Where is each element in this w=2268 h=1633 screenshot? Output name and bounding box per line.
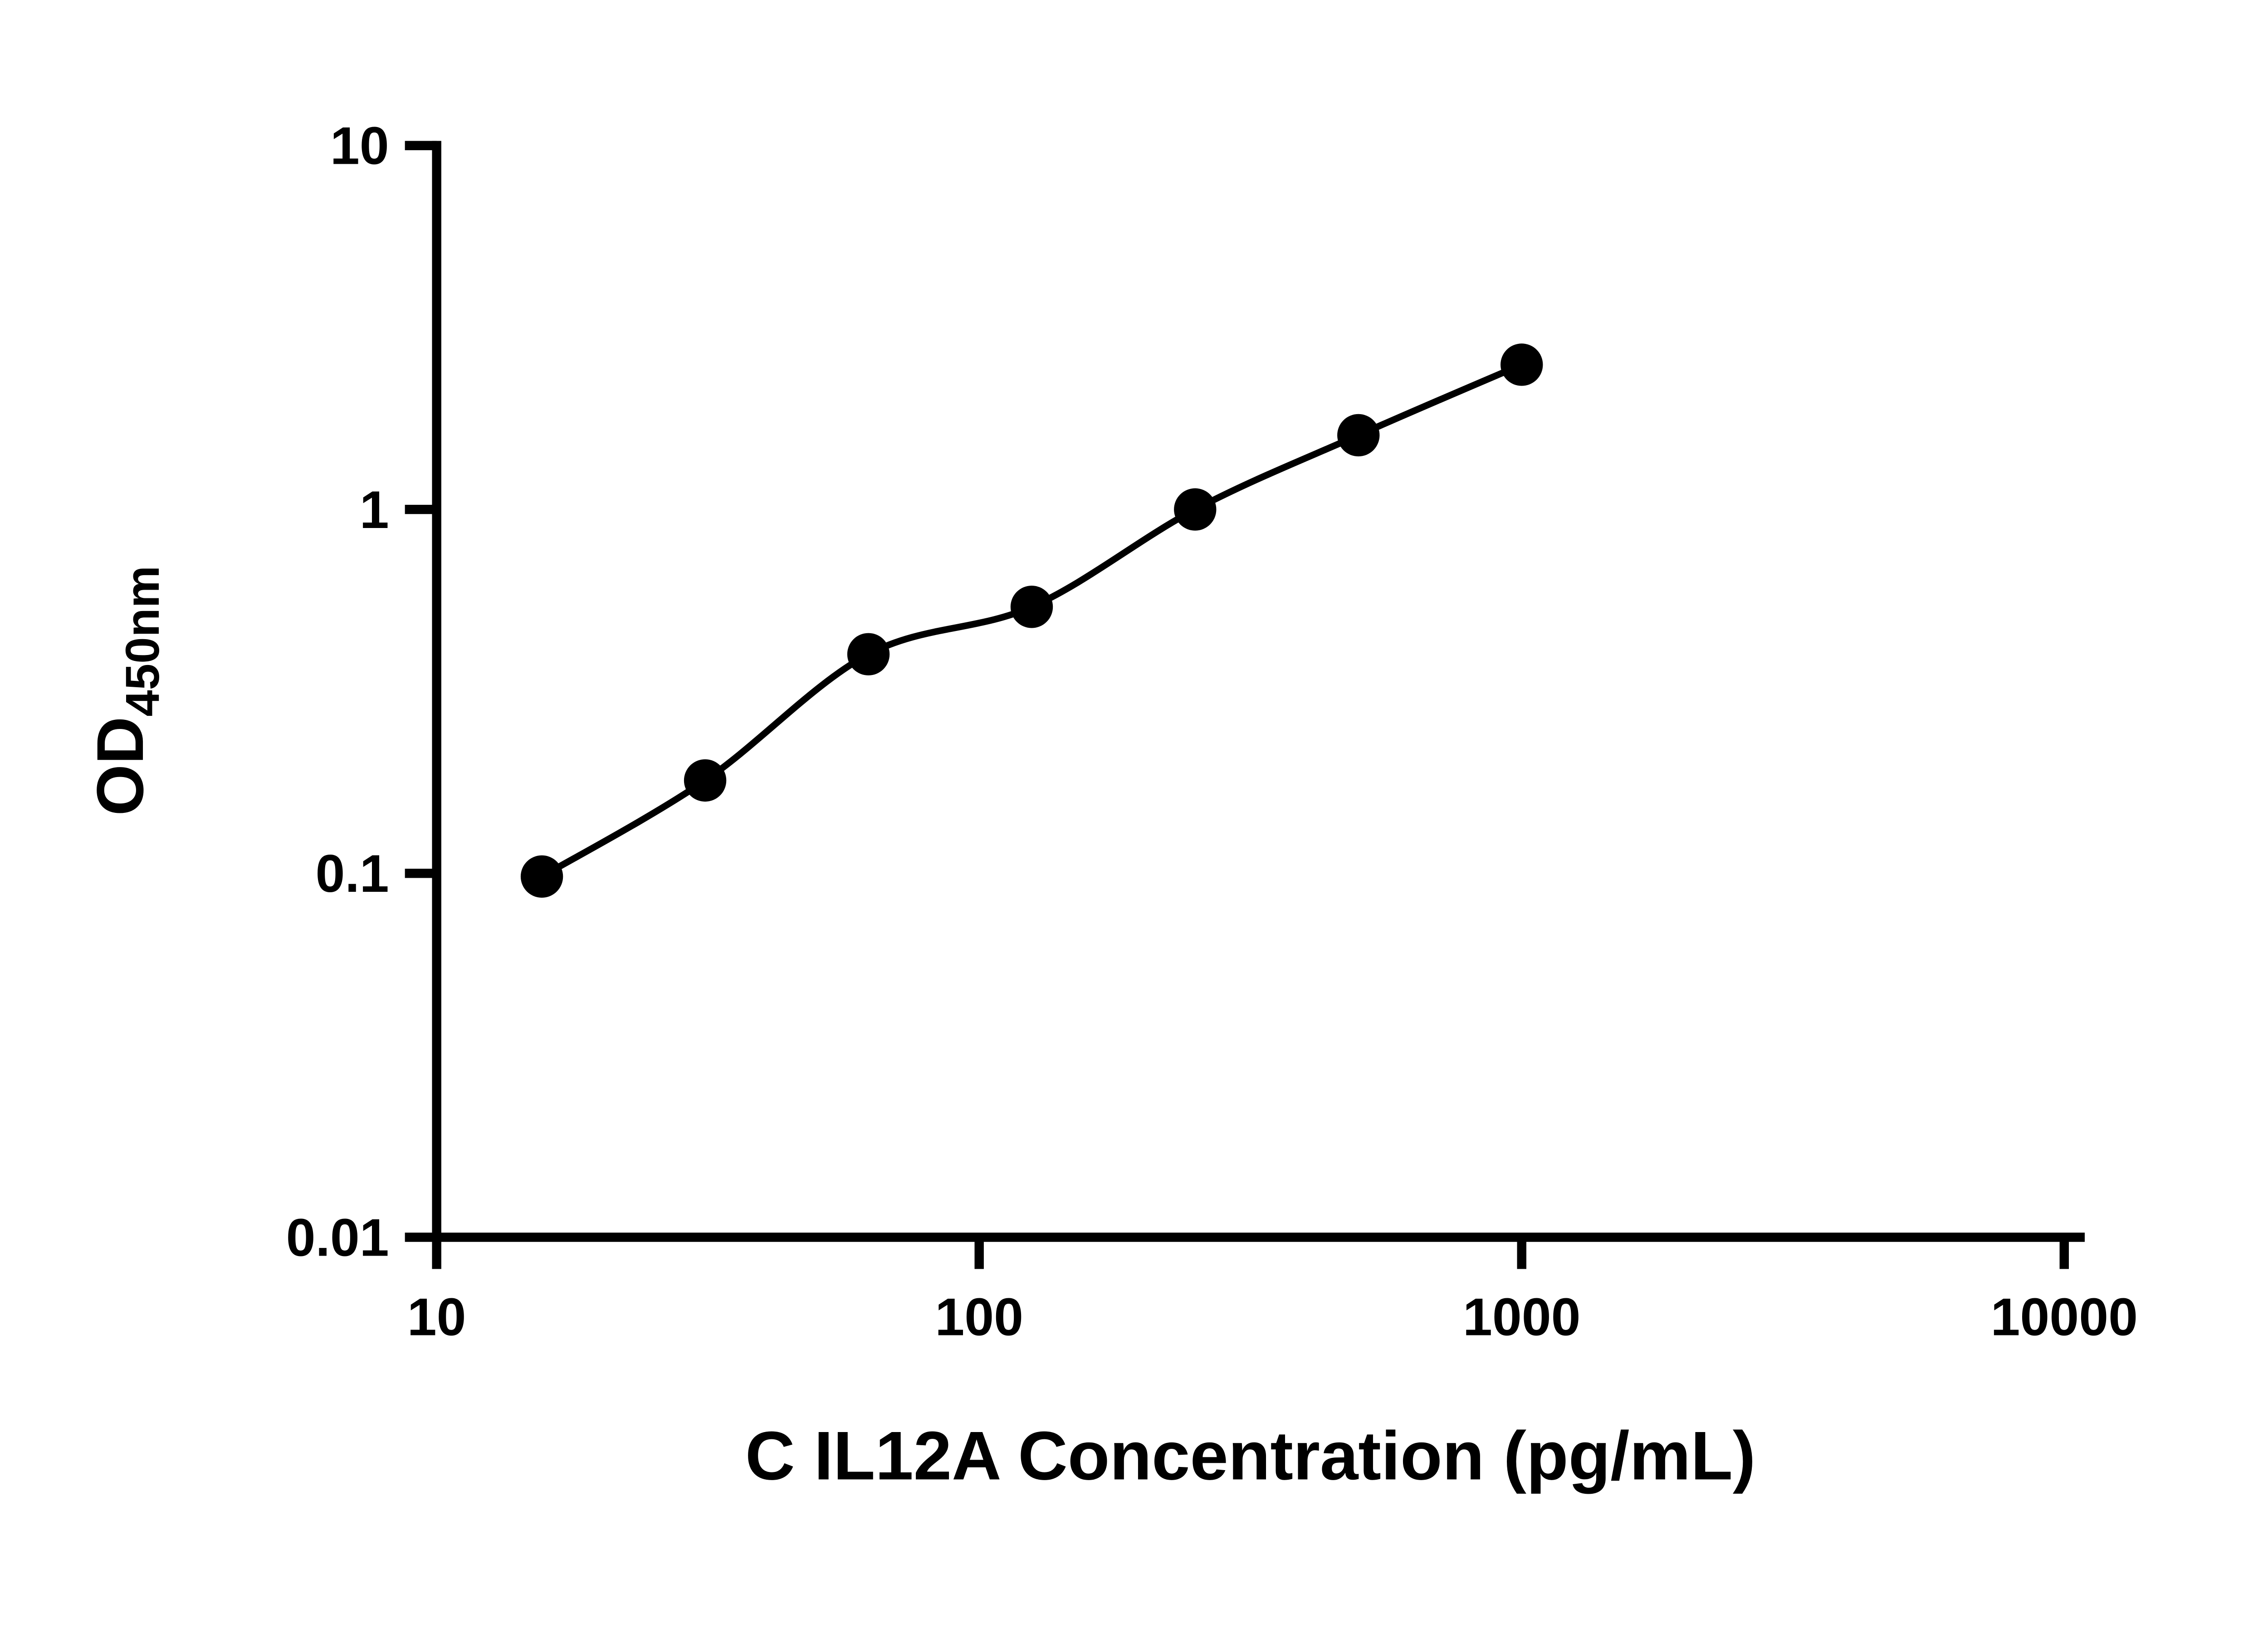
standard-curve-chart: C IL12A Concentration (pg/mL) OD450nm 10… [83,116,2138,1495]
axes-spine [432,141,2085,1242]
y-axis-title-main: OD [83,717,157,816]
data-point [1337,414,1380,457]
y-axis-title-sub: 450nm [116,566,169,717]
y-tick-label: 0.1 [315,844,389,903]
data-point [520,855,563,898]
data-point [1174,488,1217,531]
data-point [847,633,890,675]
x-tick-label: 10000 [1991,1287,2138,1346]
x-tick-label: 1000 [1463,1287,1581,1346]
y-tick-label: 10 [330,116,389,176]
y-axis-title: OD450nm [83,566,169,816]
y-tick-label: 0.01 [286,1208,389,1267]
x-tick-label: 10 [407,1287,466,1346]
elisa-standard-curve-figure: C IL12A Concentration (pg/mL) OD450nm 10… [83,116,2138,1495]
data-point [1010,586,1053,628]
x-axis-title: C IL12A Concentration (pg/mL) [745,1418,1756,1494]
data-point [684,759,727,802]
x-tick-label: 100 [935,1287,1023,1346]
data-point [1501,343,1543,386]
y-tick-label: 1 [360,480,389,539]
